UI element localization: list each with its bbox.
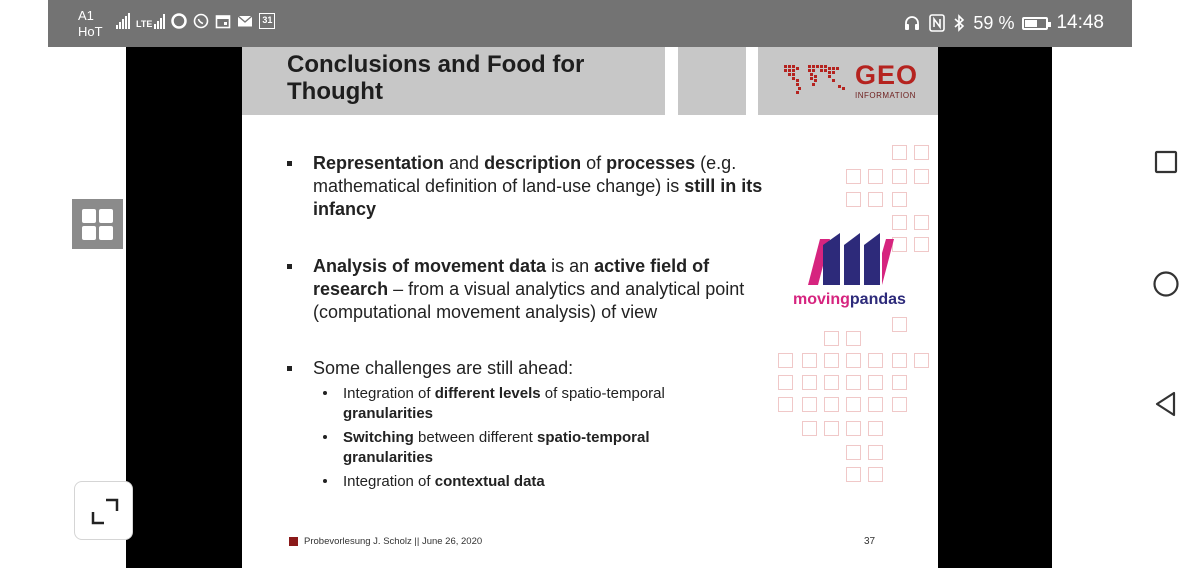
grid-view-button[interactable] [72,199,123,249]
signal-icon [116,13,130,29]
bullet-text: Some challenges are still ahead: [313,358,574,378]
sub-bullet-text: Integration of different levels of spati… [343,385,665,422]
sub-bullet-text: Integration of contextual data [343,473,545,490]
headset-icon [905,16,920,30]
page-number: 37 [864,536,876,547]
title-bar-block [678,47,746,115]
bullet-marker [287,366,292,371]
navigation-bar [1132,0,1200,568]
calendar-31-icon: 31 [259,13,276,29]
movingpandas-pandas: pandas [849,291,906,308]
slide-footer: Probevorlesung J. Scholz || June 26, 202… [289,536,482,547]
status-icons-right: 59 % 14:48 [903,12,1104,34]
carrier-line-1: A1 [78,8,94,23]
bullet-marker [287,264,292,269]
footer-marker [289,537,298,546]
battery-icon [1022,16,1052,30]
sub-bullet-marker [323,479,327,483]
carrier-label: A1 HoT [78,8,103,40]
footer-text: Probevorlesung J. Scholz || June 26, 202… [304,536,483,547]
status-bar: A1 HoT LTE 31 59 % 14:48 [48,0,1132,47]
nfc-icon [929,14,946,32]
fullscreen-button[interactable] [74,481,133,540]
bullet-marker [287,161,292,166]
slide-title-line-2: Thought [287,78,383,105]
movingpandas-moving: moving [793,291,850,308]
status-icons-left: LTE 31 [116,13,276,29]
sub-bullet-text: Switching between different spatio-tempo… [343,429,650,466]
carrier-line-2: HoT [78,24,103,39]
sub-bullet-marker [323,435,327,439]
network-label: LTE [136,19,153,29]
world-map-icon [784,65,845,94]
bullet-text: Representation and description of proces… [313,153,763,219]
opera-icon [171,13,188,29]
bluetooth-icon [954,14,965,32]
movingpandas-logo-icon [808,233,894,285]
lte-signal-icon: LTE [136,13,166,29]
logo-subtext: INFORMATION [855,91,916,100]
grid-view-icon [82,209,96,223]
presentation-slide: Conclusions and Food for Thought GEO INF… [242,47,938,568]
mail-icon [237,15,253,27]
calendar-icon [216,15,231,29]
bullet-text: Analysis of movement data is an active f… [313,256,745,322]
fullscreen-icon [91,498,119,525]
whatsapp-icon [194,13,209,29]
sub-bullet-marker [323,391,327,395]
title-bar: Conclusions and Food for Thought [242,47,665,115]
battery-percentage: 59 % [973,12,1015,33]
movingpandas-wordmark: movingpandas [793,291,906,309]
left-gutter [0,0,48,568]
logo-text: GEO [855,60,919,90]
home-icon[interactable] [1152,270,1180,298]
calendar-day: 31 [262,15,273,25]
geo-information-logo: GEO INFORMATION [758,47,938,115]
clock: 14:48 [1056,12,1104,33]
back-icon[interactable] [1152,390,1180,418]
slide-title: Conclusions and Food for Thought [287,51,657,105]
slide-title-line-1: Conclusions and Food for [287,51,585,78]
recent-apps-icon[interactable] [1152,148,1180,176]
